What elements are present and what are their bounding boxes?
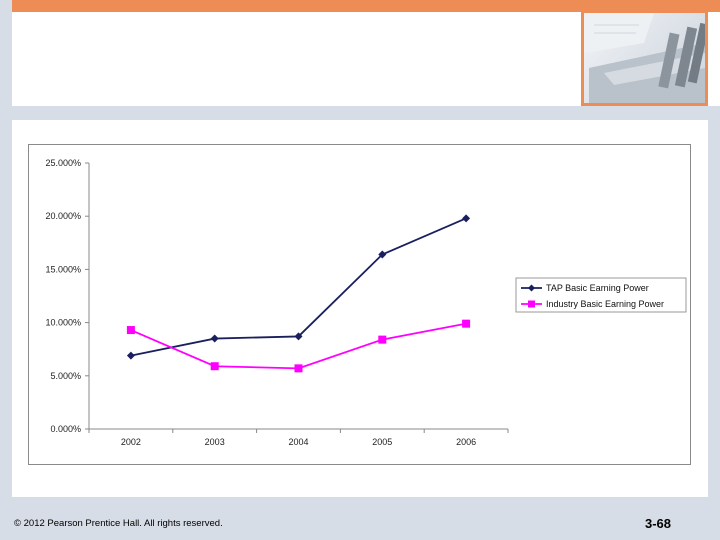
series-2-point — [210, 362, 219, 371]
series-1-point — [210, 334, 219, 343]
series-2-point — [294, 364, 303, 373]
line-chart: 0.000% 5.000% 10.000% 15.000% 20.000% 25.000%… — [45, 158, 687, 447]
right-side-strip — [708, 120, 720, 497]
legend-label: TAP Basic Earning Power — [546, 283, 649, 293]
series-1-point — [462, 214, 471, 223]
top-accent-bar — [0, 0, 720, 12]
footer-band — [12, 497, 720, 540]
legend-label: Industry Basic Earning Power — [546, 299, 664, 309]
x-tick-label: 2006 — [456, 437, 476, 447]
header-band — [12, 106, 720, 120]
series-2-point — [378, 335, 387, 344]
series-1-point — [378, 250, 387, 259]
legend-box — [515, 277, 687, 313]
y-tick-label: 25.000% — [45, 158, 81, 168]
legend-swatch-marker — [528, 284, 535, 292]
x-tick-label: 2004 — [288, 437, 308, 447]
y-tick-label: 0.000% — [50, 424, 81, 434]
series-2-point — [126, 326, 135, 335]
left-side-bar — [0, 0, 12, 540]
legend-swatch-marker — [528, 300, 535, 308]
x-tick-label: 2002 — [121, 437, 141, 447]
y-tick-label: 20.000% — [45, 211, 81, 221]
page-number: 3-68 — [645, 516, 672, 531]
copyright-footer: © 2012 Pearson Prentice Hall. All rights… — [14, 518, 223, 529]
y-tick-label: 10.000% — [45, 318, 81, 328]
conference-room-photo — [581, 10, 708, 106]
series-1-point — [294, 332, 303, 341]
chart-frame: 0.000% 5.000% 10.000% 15.000% 20.000% 25.000%… — [28, 144, 691, 465]
series-2-point — [462, 319, 471, 328]
series-1-point — [126, 351, 135, 360]
y-tick-label: 15.000% — [45, 264, 81, 274]
x-tick-label: 2005 — [372, 437, 392, 447]
x-tick-label: 2003 — [205, 437, 225, 447]
y-tick-label: 5.000% — [50, 371, 81, 381]
